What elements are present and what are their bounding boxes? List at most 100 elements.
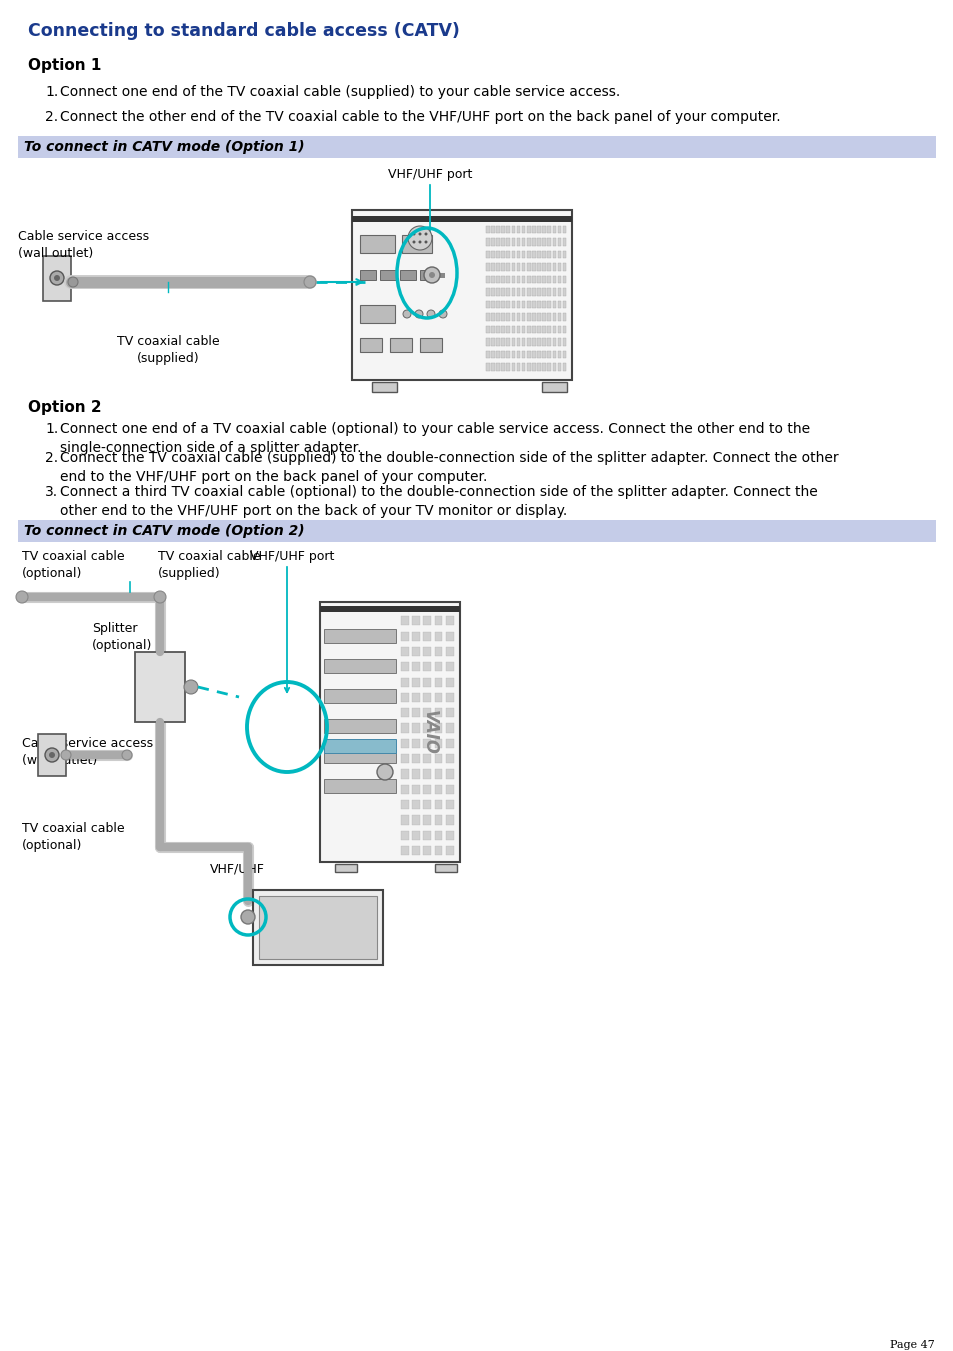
Bar <box>359 270 375 280</box>
Bar <box>537 351 540 358</box>
Bar <box>400 647 409 657</box>
Bar <box>562 301 566 308</box>
Bar <box>435 770 442 778</box>
Circle shape <box>45 748 59 762</box>
Bar <box>537 301 540 308</box>
Circle shape <box>424 232 427 235</box>
Bar <box>400 754 409 763</box>
Bar <box>423 693 431 703</box>
Text: To connect in CATV mode (Option 2): To connect in CATV mode (Option 2) <box>24 524 304 538</box>
Bar <box>542 326 545 334</box>
Bar <box>526 238 530 246</box>
Bar <box>547 326 551 334</box>
Bar <box>547 363 551 372</box>
Bar <box>445 632 454 640</box>
Bar <box>445 708 454 717</box>
Text: 2.: 2. <box>45 451 58 465</box>
Bar <box>18 520 935 542</box>
Bar <box>547 226 551 234</box>
Bar <box>491 251 495 258</box>
Bar <box>501 313 504 322</box>
Bar <box>496 301 499 308</box>
Text: 2.: 2. <box>45 109 58 124</box>
Bar <box>400 846 409 855</box>
Bar <box>423 831 431 840</box>
Bar <box>379 270 395 280</box>
Bar <box>501 326 504 334</box>
Bar <box>485 338 489 346</box>
Bar <box>521 338 525 346</box>
Bar <box>435 831 442 840</box>
Bar <box>485 301 489 308</box>
Bar <box>491 263 495 270</box>
Bar <box>532 288 536 296</box>
Bar <box>501 351 504 358</box>
Bar <box>435 724 442 732</box>
Bar <box>445 724 454 732</box>
Bar <box>400 800 409 809</box>
Bar <box>324 719 395 734</box>
Bar <box>400 632 409 640</box>
Bar <box>517 338 519 346</box>
Bar <box>496 363 499 372</box>
Circle shape <box>418 240 421 243</box>
Bar <box>517 363 519 372</box>
Circle shape <box>408 226 432 250</box>
Bar <box>412 754 419 763</box>
Bar <box>423 678 431 686</box>
Bar <box>324 659 395 673</box>
Bar <box>324 689 395 703</box>
Bar <box>319 603 459 862</box>
Bar <box>552 288 556 296</box>
Bar <box>401 235 432 253</box>
Bar <box>537 313 540 322</box>
Bar <box>501 263 504 270</box>
Bar <box>506 313 510 322</box>
Bar <box>542 301 545 308</box>
Bar <box>445 831 454 840</box>
Bar <box>542 338 545 346</box>
Bar <box>521 363 525 372</box>
Bar <box>400 770 409 778</box>
Text: Cable service access
(wall outlet): Cable service access (wall outlet) <box>22 738 153 767</box>
Bar <box>501 251 504 258</box>
Bar <box>423 800 431 809</box>
Bar <box>501 338 504 346</box>
Bar <box>419 338 441 353</box>
Text: 1.: 1. <box>45 85 58 99</box>
Circle shape <box>402 309 411 317</box>
Bar <box>445 678 454 686</box>
Bar <box>491 351 495 358</box>
Bar <box>412 632 419 640</box>
Circle shape <box>412 240 416 243</box>
Bar <box>517 251 519 258</box>
Bar <box>526 313 530 322</box>
Bar <box>412 693 419 703</box>
Text: Connect one end of the TV coaxial cable (supplied) to your cable service access.: Connect one end of the TV coaxial cable … <box>60 85 619 99</box>
Bar <box>400 693 409 703</box>
Bar <box>435 708 442 717</box>
Bar <box>521 288 525 296</box>
Bar <box>335 865 356 871</box>
Bar <box>532 313 536 322</box>
Bar <box>542 251 545 258</box>
Bar <box>501 238 504 246</box>
Text: Connect the TV coaxial cable (supplied) to the double-connection side of the spl: Connect the TV coaxial cable (supplied) … <box>60 451 838 484</box>
Text: Page 47: Page 47 <box>889 1340 934 1350</box>
Bar <box>435 865 456 871</box>
Bar <box>445 785 454 794</box>
Bar <box>496 288 499 296</box>
Bar <box>435 678 442 686</box>
Bar <box>526 288 530 296</box>
Bar <box>542 351 545 358</box>
Bar <box>412 846 419 855</box>
Bar <box>521 313 525 322</box>
Bar <box>445 693 454 703</box>
Bar <box>537 363 540 372</box>
Bar <box>359 235 395 253</box>
Bar <box>445 800 454 809</box>
Bar <box>562 276 566 284</box>
Bar <box>542 263 545 270</box>
Text: VHF/UHF: VHF/UHF <box>210 862 265 875</box>
Bar <box>558 363 560 372</box>
